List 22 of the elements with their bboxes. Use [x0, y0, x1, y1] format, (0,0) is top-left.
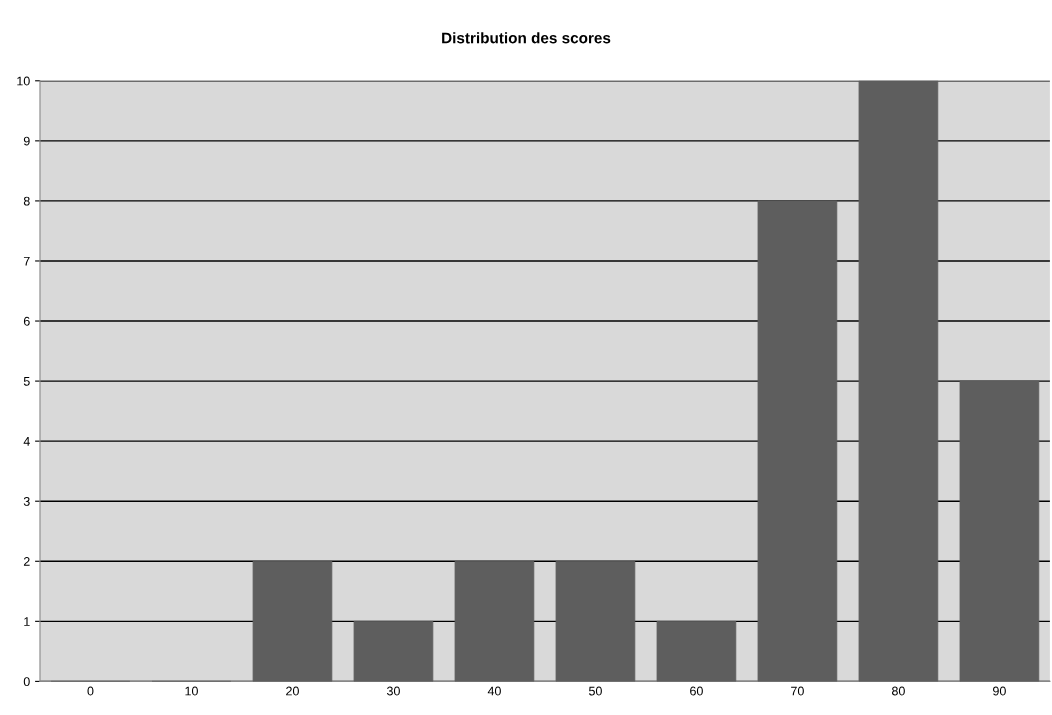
y-tick-label: 2 — [23, 557, 30, 566]
x-tick-label: 60 — [690, 686, 703, 696]
x-tick-label: 30 — [386, 686, 400, 696]
x-tick-label: 40 — [487, 686, 501, 696]
x-tick-label: 90 — [993, 686, 1006, 696]
y-tick-label: 5 — [23, 377, 30, 386]
x-tick-label: 80 — [892, 686, 905, 696]
x-tick-label: 50 — [588, 686, 602, 696]
x-tick-label: 20 — [286, 686, 299, 696]
y-tick-label: 4 — [23, 437, 30, 446]
y-tick-label: 1 — [24, 617, 30, 626]
chart-title: Distribution des scores — [442, 32, 611, 44]
y-tick-label: 8 — [23, 196, 30, 206]
y-tick-label: 3 — [23, 497, 30, 506]
x-tick-label: 10 — [185, 686, 198, 696]
x-tick-label: 70 — [791, 686, 804, 696]
y-tick-label: 7 — [23, 256, 30, 266]
y-tick-label: 9 — [23, 136, 30, 146]
x-tick-label: 0 — [87, 686, 94, 696]
y-tick-label: 0 — [23, 677, 30, 687]
y-tick-label: 10 — [17, 76, 30, 86]
y-tick-label: 6 — [23, 316, 30, 326]
